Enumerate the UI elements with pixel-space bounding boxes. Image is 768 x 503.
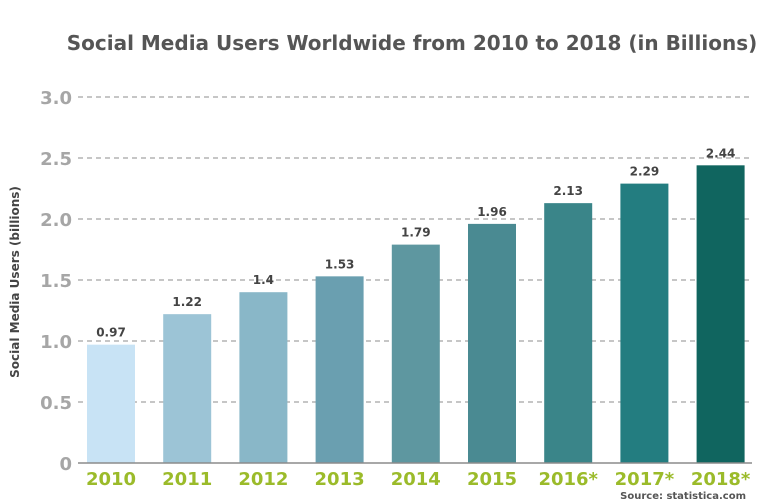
x-tick-label: 2016* (538, 469, 598, 490)
source-note: Source: statistica.com (620, 491, 746, 502)
data-label: 2.13 (553, 184, 583, 198)
chart-title: Social Media Users Worldwide from 2010 t… (67, 31, 758, 55)
bar (87, 344, 135, 463)
x-tick-label: 2014 (391, 469, 441, 490)
data-label: 1.79 (401, 226, 431, 240)
bar (163, 314, 212, 463)
data-label: 1.4 (253, 273, 274, 287)
bar (239, 292, 288, 463)
x-tick-label: 2018* (691, 469, 751, 490)
x-tick-label: 2015 (467, 469, 517, 490)
y-tick-label: 1.5 (40, 271, 72, 292)
data-label: 1.96 (477, 205, 507, 219)
data-label: 2.44 (706, 146, 736, 160)
bar (315, 276, 364, 463)
x-tick-label: 2011 (162, 469, 212, 490)
bars (87, 165, 745, 463)
x-tick-label: 2012 (238, 469, 288, 490)
y-tick-label: 1.0 (40, 332, 72, 353)
data-label: 1.22 (172, 295, 202, 309)
y-tick-label: 2.0 (40, 210, 72, 231)
bar (696, 165, 745, 463)
y-axis-ticks: 0 0.5 1.0 1.5 2.0 2.5 3.0 (40, 88, 72, 475)
y-tick-label: 3.0 (40, 88, 72, 109)
y-tick-label: 0 (59, 454, 72, 475)
x-tick-label: 2010 (86, 469, 136, 490)
bar (391, 244, 440, 463)
x-axis-ticks: 2010 2011 2012 2013 2014 2015 2016* 2017* 2018* (86, 469, 751, 490)
data-label: 2.29 (630, 165, 660, 179)
data-label: 0.97 (96, 326, 126, 340)
y-tick-label: 0.5 (40, 393, 72, 414)
data-labels: 0.97 1.22 1.4 1.53 1.79 1.96 2.13 2.29 2.44 (96, 146, 735, 339)
y-tick-label: 2.5 (40, 149, 72, 170)
bar (468, 223, 516, 463)
data-label: 1.53 (325, 257, 355, 271)
y-axis-label: Social Media Users (billions) (8, 186, 22, 378)
bar (544, 203, 593, 463)
x-tick-label: 2013 (315, 469, 365, 490)
x-tick-label: 2017* (615, 469, 675, 490)
bar (620, 183, 669, 463)
